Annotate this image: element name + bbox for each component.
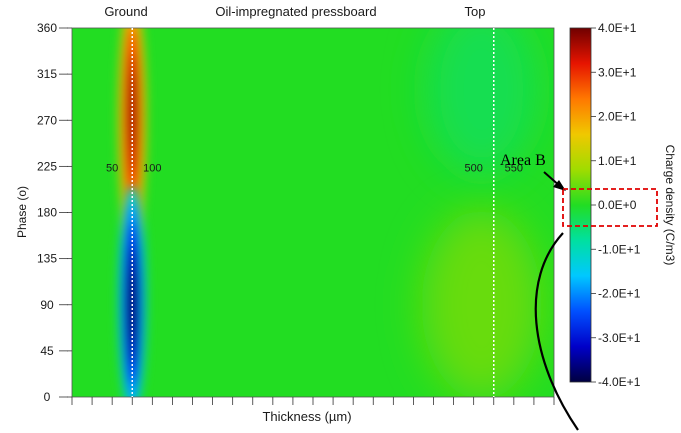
colorbar-tick-label: 0.0E+0: [598, 198, 637, 212]
area-b-arrowhead: [553, 180, 566, 191]
colorbar-tick-label: -3.0E+1: [598, 331, 641, 345]
colorbar-tick-label: -4.0E+1: [598, 375, 641, 389]
colorbar-tick-label: -1.0E+1: [598, 242, 641, 256]
top-label-pressboard: Oil-impregnated pressboard: [215, 4, 376, 19]
colorbar-tick-label: 1.0E+1: [598, 154, 637, 168]
y-tick-label: 135: [37, 252, 57, 266]
area-b-label: Area B: [500, 152, 546, 169]
area-b-annotation: Area B: [500, 152, 658, 431]
y-tick-label: 315: [37, 67, 57, 81]
top-label-top: Top: [465, 4, 486, 19]
feature-layer: [426, 28, 537, 175]
y-tick-label: 0: [44, 390, 51, 404]
thickness-marker-label: 550: [505, 162, 523, 174]
colorbar-gradient: [569, 27, 592, 383]
thickness-marker-label: 50: [106, 162, 118, 174]
feature-layer: [421, 209, 542, 397]
area-b-box: [562, 188, 658, 227]
y-tick-label: 90: [40, 298, 54, 312]
colorbar: 4.0E+1 3.0E+1 2.0E+1 1.0E+1 0.0E+0 -1.0E+1 -2.…: [569, 21, 677, 389]
colorbar-label: Charge density (C/m3): [663, 145, 677, 266]
y-tick-label: 270: [37, 113, 57, 127]
area-b-connector-curve: [534, 232, 579, 431]
top-label-ground: Ground: [104, 4, 147, 19]
charge-feature: [426, 28, 537, 175]
y-tick-label: 225: [37, 159, 57, 173]
colorbar-tick-label: 2.0E+1: [598, 110, 637, 124]
y-tick-label: 45: [40, 344, 54, 358]
y-tick-label: 180: [37, 206, 57, 220]
thickness-marker-label: 500: [464, 162, 482, 174]
charge-feature: [421, 209, 542, 397]
x-axis-label: Thickness (µm): [262, 409, 351, 424]
colorbar-tick-label: -2.0E+1: [598, 287, 641, 301]
colorbar-tick-label: 3.0E+1: [598, 65, 637, 79]
plot-area: [72, 28, 554, 397]
y-tick-label: 360: [37, 21, 57, 35]
thickness-marker-label: 100: [143, 162, 161, 174]
colorbar-tick-label: 4.0E+1: [598, 21, 637, 35]
y-axis-label: Phase (o): [15, 186, 29, 238]
